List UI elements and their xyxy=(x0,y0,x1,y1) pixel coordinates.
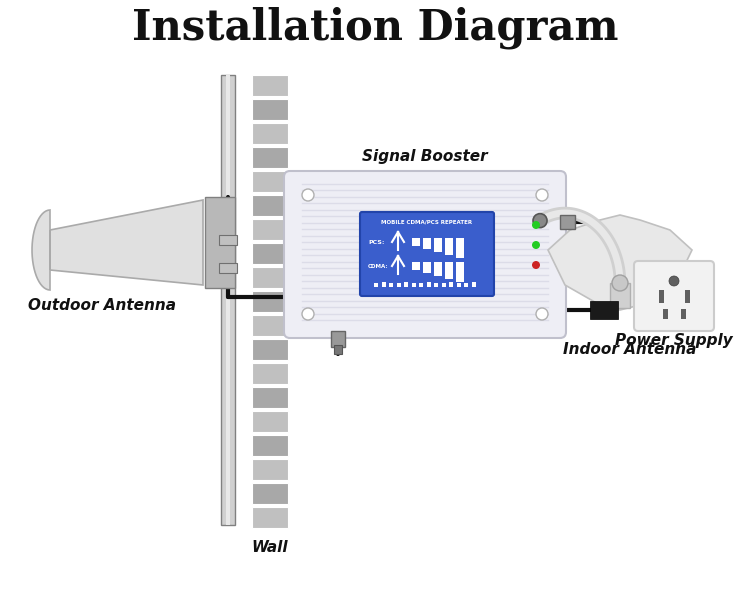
Bar xyxy=(252,507,288,528)
Bar xyxy=(404,282,408,287)
Bar xyxy=(423,238,431,249)
Bar xyxy=(252,147,288,168)
Circle shape xyxy=(533,214,547,227)
Bar xyxy=(252,267,288,288)
Bar xyxy=(252,363,288,384)
Bar xyxy=(434,262,442,276)
Bar xyxy=(389,283,393,287)
Circle shape xyxy=(532,221,540,229)
Bar xyxy=(252,99,288,120)
Circle shape xyxy=(536,308,548,320)
Bar xyxy=(423,262,431,273)
Bar xyxy=(252,195,288,216)
Bar xyxy=(658,290,664,303)
Bar xyxy=(449,282,453,287)
Bar xyxy=(412,283,416,287)
Bar xyxy=(252,219,288,240)
Circle shape xyxy=(536,189,548,201)
Bar xyxy=(610,283,630,308)
Bar xyxy=(252,411,288,432)
Bar xyxy=(205,197,235,288)
Circle shape xyxy=(532,241,540,249)
Bar xyxy=(445,262,453,279)
Bar xyxy=(456,262,464,282)
Bar xyxy=(590,301,618,319)
Text: Signal Booster: Signal Booster xyxy=(362,149,488,164)
Bar xyxy=(331,331,345,347)
Bar xyxy=(252,339,288,360)
Bar xyxy=(442,283,446,287)
Bar xyxy=(680,309,686,319)
FancyBboxPatch shape xyxy=(284,171,566,338)
Text: MOBILE CDMA/PCS REPEATER: MOBILE CDMA/PCS REPEATER xyxy=(382,220,472,224)
Bar xyxy=(434,238,442,252)
Text: PCS:: PCS: xyxy=(368,239,385,245)
Polygon shape xyxy=(32,210,50,290)
Bar xyxy=(252,75,288,96)
Polygon shape xyxy=(548,215,692,310)
Bar xyxy=(252,123,288,144)
Text: Wall: Wall xyxy=(252,541,288,556)
Bar xyxy=(382,282,386,287)
Circle shape xyxy=(532,261,540,269)
Bar xyxy=(252,435,288,456)
Circle shape xyxy=(612,275,628,291)
Bar xyxy=(219,235,237,245)
Bar xyxy=(252,483,288,504)
FancyBboxPatch shape xyxy=(634,261,714,331)
Bar xyxy=(427,282,430,287)
Bar xyxy=(560,215,575,229)
Polygon shape xyxy=(50,200,203,285)
Text: Power Supply: Power Supply xyxy=(615,334,733,349)
Text: Indoor Antenna: Indoor Antenna xyxy=(563,343,697,358)
Bar xyxy=(412,262,420,270)
Bar xyxy=(221,75,235,525)
Circle shape xyxy=(669,276,679,286)
Text: CDMA:: CDMA: xyxy=(368,263,388,269)
Text: Installation Diagram: Installation Diagram xyxy=(132,7,618,49)
Bar xyxy=(685,290,689,303)
Text: Outdoor Antenna: Outdoor Antenna xyxy=(28,298,176,313)
Bar xyxy=(252,315,288,336)
Bar xyxy=(456,238,464,258)
Bar xyxy=(434,283,438,287)
Bar xyxy=(457,283,460,287)
Bar xyxy=(419,283,423,287)
Bar xyxy=(445,238,453,255)
Bar xyxy=(662,309,668,319)
Bar xyxy=(334,345,342,354)
Bar xyxy=(412,238,420,246)
Bar xyxy=(219,263,237,273)
Bar xyxy=(252,243,288,264)
Bar xyxy=(472,282,476,287)
Bar xyxy=(464,283,468,287)
Bar xyxy=(226,75,230,525)
Circle shape xyxy=(302,308,314,320)
Bar xyxy=(374,283,378,287)
Bar xyxy=(252,459,288,480)
FancyBboxPatch shape xyxy=(360,212,494,296)
Bar xyxy=(252,291,288,312)
Circle shape xyxy=(302,189,314,201)
Bar xyxy=(252,387,288,408)
Bar xyxy=(397,283,400,287)
Bar xyxy=(252,171,288,192)
